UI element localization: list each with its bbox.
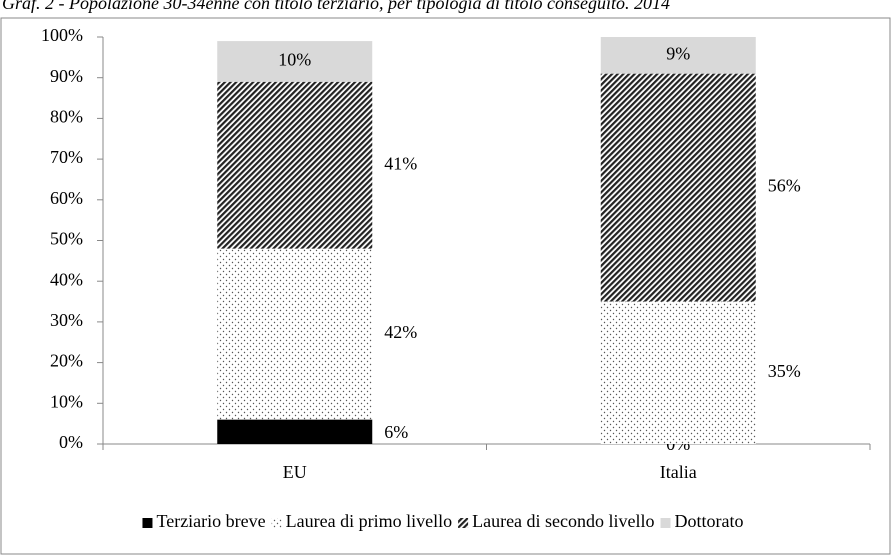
bar-segment [600, 73, 756, 302]
y-tick-label: 60% [50, 188, 83, 208]
bar-segment [217, 419, 373, 444]
data-label: 6% [384, 422, 408, 442]
y-tick-label: 80% [50, 107, 83, 127]
y-tick-label: 70% [50, 147, 83, 167]
legend-label: Terziario breve [156, 511, 265, 531]
bar-segment [217, 41, 373, 82]
y-tick-label: 20% [50, 351, 83, 371]
chart-title: Graf. 2 - Popolazione 30-34enne con tito… [2, 0, 670, 13]
x-tick-label: EU [283, 462, 307, 482]
bar-segment [600, 301, 756, 444]
bar-segment [217, 81, 373, 249]
y-tick-label: 0% [59, 432, 83, 452]
y-tick-label: 40% [50, 269, 83, 289]
y-tick-label: 50% [50, 229, 83, 249]
bar-segment [600, 37, 756, 74]
y-tick-label: 100% [41, 25, 83, 45]
x-tick-label: Italia [660, 462, 697, 482]
y-tick-label: 10% [50, 391, 83, 411]
data-label: 35% [768, 361, 801, 381]
bar-segment [217, 248, 373, 420]
data-label: 10% [278, 50, 311, 70]
legend-label: Laurea di primo livello [286, 511, 452, 531]
data-label: 41% [384, 153, 417, 173]
y-tick-label: 90% [50, 66, 83, 86]
y-tick-label: 30% [50, 310, 83, 330]
legend-label: Dottorato [675, 511, 744, 531]
data-label: 56% [768, 176, 801, 196]
legend-swatch [660, 518, 671, 528]
data-label: 9% [666, 43, 690, 63]
legend-swatch [458, 518, 469, 528]
chart-frame [0, 17, 891, 555]
legend-label: Laurea di secondo livello [472, 511, 654, 531]
legend-swatch [142, 518, 153, 528]
data-label: 42% [384, 322, 417, 342]
legend-swatch [271, 518, 282, 528]
